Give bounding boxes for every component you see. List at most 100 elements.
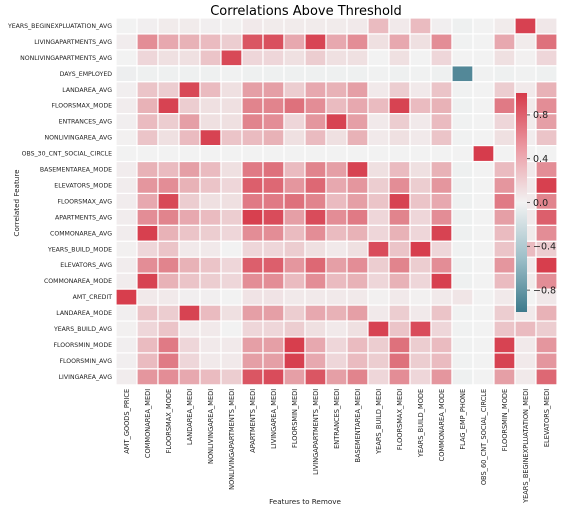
heatmap-cell — [136, 33, 159, 51]
heatmap-cell — [157, 224, 180, 242]
heatmap-cell — [535, 304, 558, 322]
heatmap-cell — [535, 256, 558, 274]
heatmap-cell — [136, 288, 159, 306]
heatmap-cell — [325, 224, 348, 242]
heatmap-cell — [115, 320, 138, 338]
heatmap-cell — [325, 81, 348, 99]
y-tick-label: ELEVATORS_MODE — [54, 182, 112, 189]
y-tick-label: LIVINGAPARTMENTS_AVG — [34, 39, 112, 46]
heatmap-cell — [451, 17, 474, 35]
heatmap-cell — [283, 304, 306, 322]
y-tick-label: YEARS_BUILD_MODE — [47, 246, 112, 253]
heatmap-cell — [157, 208, 180, 226]
heatmap-cell — [115, 33, 138, 51]
heatmap-cell — [409, 97, 432, 115]
heatmap-cell — [115, 272, 138, 290]
heatmap-cell — [535, 33, 558, 51]
colorbar-tick-label: 0.0 — [533, 198, 548, 209]
heatmap-cell — [451, 320, 474, 338]
heatmap-cell — [325, 272, 348, 290]
heatmap-cell — [241, 336, 264, 354]
heatmap-cell — [472, 113, 495, 131]
heatmap-cell — [430, 129, 453, 147]
heatmap-cell — [262, 256, 285, 274]
heatmap-cell — [220, 208, 243, 226]
y-tick-label: FLOORSMAX_AVG — [57, 198, 112, 205]
heatmap-cell — [409, 208, 432, 226]
heatmap-cell — [493, 97, 516, 115]
heatmap-cell — [115, 113, 138, 131]
heatmap-cell — [220, 320, 243, 338]
x-tick-label: YEARS_BUILD_MODE — [417, 389, 425, 458]
heatmap-cell — [325, 65, 348, 83]
heatmap-cell — [388, 208, 411, 226]
heatmap-cell — [367, 224, 390, 242]
heatmap-cell — [241, 33, 264, 51]
heatmap-cell — [346, 160, 369, 179]
heatmap-cell — [157, 240, 180, 258]
heatmap-cell — [514, 65, 537, 83]
y-tick-label: COMMONAREA_AVG — [50, 230, 112, 237]
heatmap-cell — [283, 320, 306, 338]
heatmap-cell — [430, 113, 453, 131]
heatmap-cell — [220, 272, 243, 290]
heatmap-cell — [346, 192, 369, 210]
heatmap-cell — [388, 97, 411, 115]
x-tick-label: ELEVATORS_MEDI — [543, 389, 551, 447]
y-tick-label: BASEMENTAREA_MODE — [40, 167, 112, 174]
heatmap-cell — [388, 320, 411, 338]
heatmap-cell — [178, 145, 201, 163]
heatmap-cell — [178, 49, 201, 67]
heatmap-cell — [178, 176, 201, 195]
heatmap-cell — [430, 256, 453, 274]
heatmap-cell — [325, 304, 348, 322]
heatmap-cell — [220, 240, 243, 258]
heatmap-cell — [304, 145, 327, 163]
heatmap-cell — [262, 288, 285, 306]
heatmap-cell — [430, 240, 453, 258]
heatmap-cell — [493, 129, 516, 147]
heatmap-cell — [451, 240, 474, 258]
heatmap-cell — [325, 49, 348, 67]
heatmap-cell — [220, 65, 243, 83]
heatmap-cell — [451, 304, 474, 322]
heatmap-cell — [367, 17, 390, 35]
heatmap-cell — [220, 192, 243, 210]
heatmap-cell — [199, 368, 222, 386]
heatmap-cell — [409, 320, 432, 338]
heatmap-cell — [262, 129, 285, 147]
heatmap-cell — [115, 160, 138, 179]
heatmap-cell — [283, 81, 306, 99]
heatmap-cell — [262, 33, 285, 51]
heatmap-cell — [430, 208, 453, 226]
heatmap-cell — [199, 81, 222, 99]
heatmap-cell — [199, 176, 222, 195]
heatmap-cell — [157, 272, 180, 290]
heatmap-cell — [136, 145, 159, 163]
heatmap-cell — [241, 304, 264, 322]
heatmap-cell — [388, 17, 411, 35]
heatmap-cell — [241, 320, 264, 338]
heatmap-cell — [472, 160, 495, 179]
heatmap-cell — [220, 81, 243, 99]
heatmap-cell — [472, 240, 495, 258]
heatmap-cell — [430, 224, 453, 242]
heatmap-cell — [409, 272, 432, 290]
heatmap-cell — [472, 97, 495, 115]
heatmap-cell — [430, 320, 453, 338]
heatmap-cell — [283, 240, 306, 258]
heatmap-cell — [430, 145, 453, 163]
heatmap-cell — [304, 336, 327, 354]
x-tick-label: LIVINGAPARTMENTS_MEDI — [312, 389, 320, 475]
heatmap-cell — [472, 304, 495, 322]
heatmap-cell — [493, 336, 516, 354]
x-tick-label: FLAG_EMP_PHONE — [459, 389, 467, 450]
heatmap-cell — [472, 256, 495, 274]
heatmap-cell — [283, 288, 306, 306]
heatmap-cell — [346, 49, 369, 67]
heatmap-cell — [157, 81, 180, 99]
heatmap-cell — [136, 81, 159, 99]
heatmap-cell — [178, 224, 201, 242]
heatmap-cell — [199, 320, 222, 338]
heatmap-cell — [283, 33, 306, 51]
